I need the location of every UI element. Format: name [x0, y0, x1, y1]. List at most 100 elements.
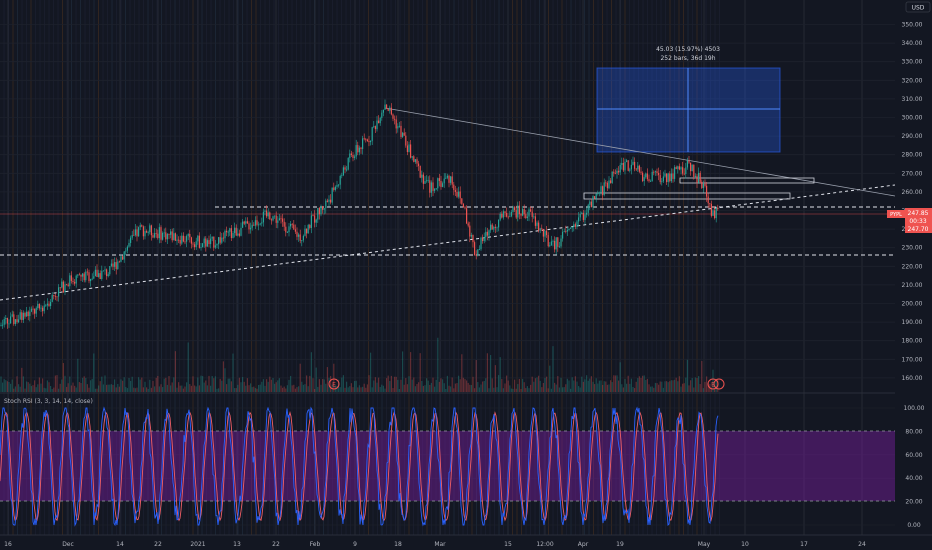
volume-bar: [430, 382, 432, 392]
zone-box-2[interactable]: [583, 192, 791, 200]
volume-bar: [298, 386, 300, 392]
candle-body: [507, 216, 509, 218]
volume-bar: [706, 376, 708, 392]
candle-body: [189, 233, 191, 238]
candle-body: [2, 324, 4, 326]
volume-bar: [206, 385, 208, 392]
earnings-marker-label: E: [711, 382, 715, 389]
candle-body: [640, 171, 642, 173]
volume-bar: [34, 380, 36, 392]
volume-bar: [402, 351, 404, 392]
volume-bar: [659, 381, 661, 392]
candle-body: [494, 226, 496, 228]
candle-body: [474, 242, 476, 256]
candle-body: [590, 201, 592, 208]
volume-bar: [379, 386, 381, 392]
volume-bar: [78, 382, 80, 392]
candle-body: [646, 173, 648, 180]
candle-body: [611, 171, 613, 183]
candle-body: [150, 225, 152, 236]
candle-body: [379, 117, 381, 124]
candle-body: [136, 229, 138, 237]
volume-bar: [69, 376, 71, 392]
price-tick-label: 180.00: [902, 338, 923, 345]
measure-tool[interactable]: 45.03 (15.97%) 4503 252 bars, 36d 19h: [596, 46, 781, 153]
time-tick-label: 12:00: [536, 541, 553, 548]
volume-bar: [50, 385, 52, 392]
indicator-title[interactable]: Stoch RSI (3, 3, 14, 14, close): [4, 398, 93, 405]
volume-bar: [210, 385, 212, 392]
candle-body: [328, 199, 330, 202]
volume-bar: [482, 381, 484, 392]
volume-bar: [72, 382, 74, 392]
earnings-marker-2[interactable]: E: [707, 378, 725, 390]
time-tick-label: 19: [616, 541, 624, 548]
volume-bar: [152, 380, 154, 392]
volume-bar: [483, 380, 485, 392]
volume-bar: [549, 365, 551, 392]
candle-body: [480, 237, 482, 250]
volume-bar: [248, 385, 250, 392]
volume-bar: [347, 387, 349, 392]
candle-body: [382, 109, 384, 113]
volume-bar: [222, 361, 224, 392]
candle-body: [493, 226, 495, 230]
volume-bar: [230, 381, 232, 392]
symbol-label: PYPL: [890, 212, 902, 218]
candle-body: [202, 243, 204, 248]
candle-body: [461, 198, 463, 204]
volume-bar: [74, 385, 76, 392]
candle-body: [606, 182, 608, 189]
time-axis[interactable]: 16 Dec 14 22 2021 13 22 Feb 9 18 Mar 15 12:00 Apr 19 Ma…: [4, 541, 866, 548]
candle-body: [389, 107, 391, 111]
stoch-axis[interactable]: 100.00 80.00 60.00 40.00 20.00 0.00: [904, 405, 925, 529]
volume-bar: [597, 383, 599, 392]
volume-bar: [622, 387, 624, 392]
candle-body: [163, 232, 165, 234]
volume-bar: [171, 382, 173, 392]
candle-body: [376, 120, 378, 130]
volume-bar: [173, 377, 175, 392]
volume-bar: [288, 379, 290, 392]
volume-bar: [488, 388, 490, 392]
volume-bar: [80, 382, 82, 392]
volume-bar: [445, 388, 447, 392]
volume-bar: [584, 379, 586, 392]
candle-body: [66, 284, 68, 286]
candle-body: [101, 270, 103, 280]
candle-body: [158, 227, 160, 239]
candle-body: [402, 132, 404, 137]
volume-bar: [62, 363, 64, 392]
volume-bar: [266, 379, 268, 392]
candle-body: [594, 196, 596, 199]
candle-body: [104, 269, 106, 271]
rising-trendline[interactable]: [0, 184, 896, 301]
candle-body: [523, 209, 525, 215]
candle-body: [339, 176, 341, 185]
candle-body: [342, 167, 344, 176]
candle-body: [381, 112, 383, 118]
volume-bar: [427, 380, 429, 392]
volume-bar: [656, 383, 658, 392]
currency-badge[interactable]: [905, 1, 931, 13]
price-tick-label: 330.00: [902, 59, 923, 66]
volume-bar: [638, 376, 640, 392]
volume-bar: [82, 377, 84, 392]
volume-bar: [250, 383, 252, 392]
volume-bar: [568, 380, 570, 392]
candle-body: [24, 312, 26, 317]
volume-bar: [442, 379, 444, 392]
candle-body: [592, 196, 594, 208]
volume-bar: [371, 387, 373, 392]
candle-body: [314, 215, 316, 223]
volume-bar: [486, 353, 488, 392]
time-tick-label: Apr: [578, 541, 589, 548]
volume-bar: [179, 385, 181, 392]
earnings-marker-1[interactable]: E: [328, 378, 340, 390]
zone-box-1[interactable]: [679, 177, 815, 184]
candle-body: [702, 183, 704, 188]
volume-bar: [576, 381, 578, 392]
falling-trendline[interactable]: [384, 107, 896, 197]
volume-bar: [106, 384, 108, 392]
